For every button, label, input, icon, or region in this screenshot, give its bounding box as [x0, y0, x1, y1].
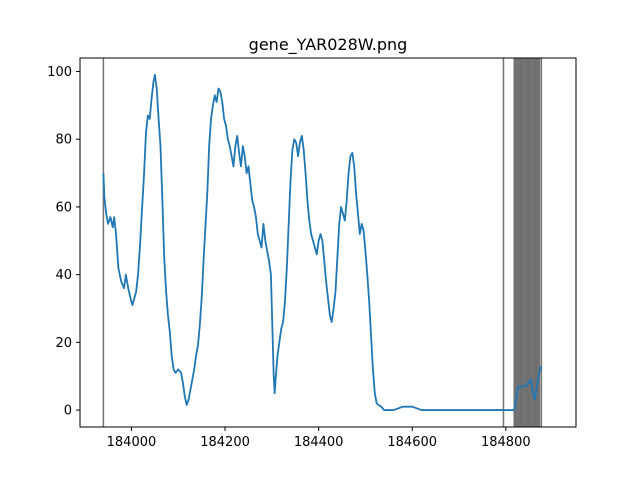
- axis-ticks: 184000 184200 184400 184600 184800 0 20 40 60 80 1…: [47, 65, 530, 450]
- vertical-lines: [102, 58, 543, 427]
- y-tick-label-1: 20: [55, 336, 72, 351]
- x-tick-label-1: 184200: [200, 435, 250, 450]
- y-tick-label-4: 80: [55, 133, 72, 148]
- y-tick-label-0: 0: [64, 404, 72, 419]
- x-tick-label-2: 184400: [294, 435, 344, 450]
- series-line-0: [102, 74, 543, 411]
- plot-area-frame: [79, 57, 577, 428]
- y-tick-label-2: 40: [55, 268, 72, 283]
- chart-title: gene_YAR028W.png: [249, 35, 408, 55]
- x-tick-label-3: 184600: [387, 435, 437, 450]
- y-tick-label-5: 100: [47, 65, 72, 80]
- x-tick-label-4: 184800: [481, 435, 531, 450]
- y-tick-label-3: 60: [55, 200, 72, 215]
- series-layer: [102, 74, 543, 411]
- x-tick-label-0: 184000: [107, 435, 157, 450]
